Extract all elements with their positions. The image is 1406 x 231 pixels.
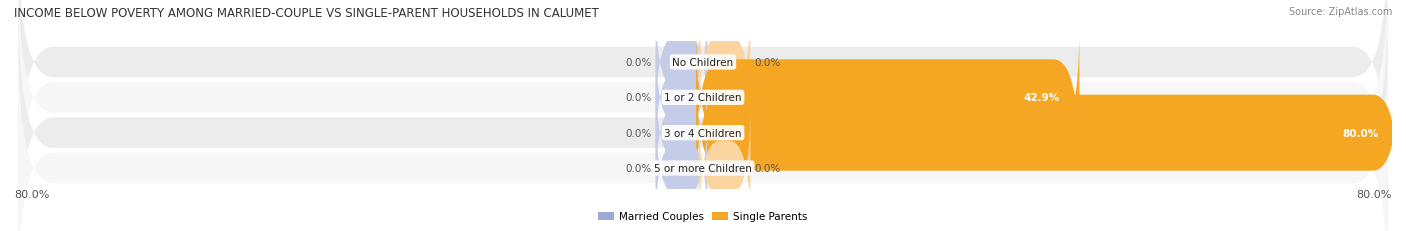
Text: 0.0%: 0.0% (626, 58, 651, 68)
FancyBboxPatch shape (655, 72, 707, 194)
Text: 0.0%: 0.0% (626, 163, 651, 173)
FancyBboxPatch shape (699, 108, 751, 229)
Text: 80.0%: 80.0% (1343, 128, 1379, 138)
FancyBboxPatch shape (699, 2, 751, 123)
Text: Source: ZipAtlas.com: Source: ZipAtlas.com (1288, 7, 1392, 17)
FancyBboxPatch shape (18, 0, 1388, 224)
Text: No Children: No Children (672, 58, 734, 68)
Text: 42.9%: 42.9% (1024, 93, 1060, 103)
FancyBboxPatch shape (655, 37, 707, 159)
FancyBboxPatch shape (18, 43, 1388, 231)
FancyBboxPatch shape (18, 7, 1388, 231)
FancyBboxPatch shape (696, 30, 1080, 166)
Text: 0.0%: 0.0% (626, 93, 651, 103)
FancyBboxPatch shape (655, 2, 707, 123)
Text: 80.0%: 80.0% (14, 189, 49, 199)
FancyBboxPatch shape (18, 0, 1388, 188)
Legend: Married Couples, Single Parents: Married Couples, Single Parents (595, 207, 811, 226)
Text: 3 or 4 Children: 3 or 4 Children (664, 128, 742, 138)
Text: 5 or more Children: 5 or more Children (654, 163, 752, 173)
Text: 80.0%: 80.0% (1357, 189, 1392, 199)
FancyBboxPatch shape (655, 108, 707, 229)
Text: 0.0%: 0.0% (626, 128, 651, 138)
Text: 0.0%: 0.0% (755, 58, 780, 68)
Text: 1 or 2 Children: 1 or 2 Children (664, 93, 742, 103)
FancyBboxPatch shape (696, 65, 1399, 201)
Text: 0.0%: 0.0% (755, 163, 780, 173)
Text: INCOME BELOW POVERTY AMONG MARRIED-COUPLE VS SINGLE-PARENT HOUSEHOLDS IN CALUMET: INCOME BELOW POVERTY AMONG MARRIED-COUPL… (14, 7, 599, 20)
